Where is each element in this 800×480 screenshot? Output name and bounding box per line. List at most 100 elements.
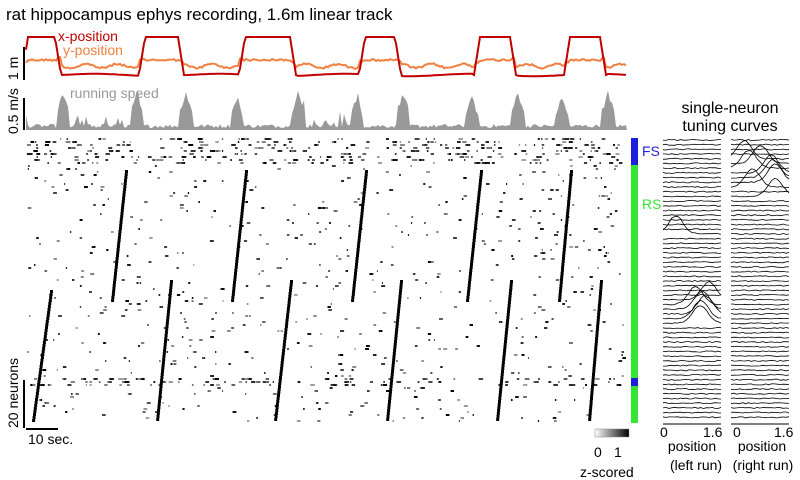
- raster-spike: [521, 336, 524, 338]
- tuning-curve-left: [662, 261, 722, 264]
- sequence-spike: [561, 266, 565, 269]
- raster-spike: [584, 144, 589, 146]
- tuning-curve-right: [731, 294, 790, 297]
- raster-spike: [215, 312, 217, 314]
- raster-spike: [184, 195, 188, 197]
- raster-spike: [433, 138, 435, 140]
- raster-spike: [521, 159, 527, 161]
- raster-spike: [67, 384, 72, 386]
- raster-spike: [399, 141, 401, 143]
- raster-spike: [224, 381, 226, 383]
- sequence-spike: [474, 221, 478, 224]
- speed-panel: running speed 0.5 m/s: [5, 85, 627, 134]
- raster-spike: [560, 150, 562, 152]
- sequence-spike: [284, 331, 288, 334]
- raster-spike: [209, 150, 215, 152]
- raster-spike: [254, 186, 257, 188]
- raster-spike: [347, 177, 351, 179]
- raster-spike: [245, 393, 247, 395]
- sequence-spike: [561, 260, 565, 263]
- sequence-spike: [361, 203, 365, 206]
- raster-spike: [453, 378, 456, 380]
- tuning-curve-right: [730, 350, 790, 353]
- raster-spike: [586, 414, 590, 416]
- sequence-spike: [400, 280, 403, 283]
- sequence-spike: [563, 236, 567, 239]
- tuning-curve-left: [662, 350, 722, 353]
- raster-spike: [31, 153, 33, 155]
- sequence-spike: [563, 239, 567, 242]
- tuning-curve-left: [662, 265, 722, 268]
- raster-spike: [433, 162, 435, 164]
- raster-spike: [563, 378, 568, 380]
- raster-spike: [256, 141, 260, 143]
- sequence-spike: [44, 329, 48, 332]
- raster-spike: [198, 201, 200, 203]
- raster-spike: [535, 237, 538, 239]
- sequence-spike: [399, 283, 403, 286]
- raster-spike: [322, 207, 325, 209]
- raster-spike: [28, 165, 30, 167]
- sequence-spike: [44, 332, 48, 335]
- raster-spike: [608, 381, 610, 383]
- raster-spike: [344, 381, 349, 383]
- raster-spike: [158, 294, 161, 296]
- raster-spike: [386, 390, 390, 392]
- raster-spike: [53, 192, 57, 194]
- sequence-spike: [560, 278, 563, 281]
- x-position-line: [25, 36, 627, 78]
- sequence-spike: [36, 386, 40, 389]
- raster-spike: [541, 138, 543, 140]
- tuning-curve-right: [730, 402, 790, 405]
- raster-spike: [491, 162, 495, 164]
- sequence-spike: [122, 191, 126, 194]
- raster-spike: [498, 240, 503, 242]
- raster-spike: [583, 162, 588, 164]
- sequence-spike: [282, 349, 286, 352]
- raster-spike: [128, 264, 131, 266]
- raster-spike: [286, 234, 290, 236]
- raster-spike: [221, 138, 224, 140]
- raster-spike: [27, 351, 29, 353]
- sequence-spike: [277, 394, 280, 397]
- raster-spike: [609, 162, 614, 164]
- raster-spike: [595, 150, 599, 152]
- raster-spike: [498, 210, 503, 212]
- sequence-spike: [386, 418, 390, 421]
- raster-spike: [606, 216, 610, 218]
- sequence-spike: [32, 419, 36, 422]
- raster-spike: [407, 297, 409, 299]
- sequence-spike: [478, 185, 482, 188]
- sequence-spike: [283, 337, 287, 340]
- raster-spike: [326, 378, 330, 380]
- raster-spike: [82, 162, 86, 164]
- raster-spike: [124, 381, 130, 383]
- raster-spike: [604, 195, 608, 197]
- tuning-curve-right: [731, 232, 790, 235]
- raster-spike: [210, 336, 214, 338]
- raster-spike: [329, 222, 331, 224]
- sequence-spike: [593, 352, 597, 355]
- raster-spike: [387, 213, 390, 215]
- raster-spike: [548, 198, 552, 200]
- tuning-curve-right: [731, 237, 790, 240]
- sequence-spike: [46, 317, 50, 320]
- raster-spike: [521, 417, 523, 419]
- raster-spike: [343, 159, 346, 161]
- raster-spike: [104, 384, 108, 386]
- raster-spike: [595, 168, 599, 170]
- sequence-spike: [33, 413, 36, 416]
- raster-spike: [301, 396, 303, 398]
- raster-spike: [180, 147, 183, 149]
- raster-spike: [159, 159, 164, 161]
- raster-spike: [181, 336, 184, 338]
- sequence-spike: [595, 337, 599, 340]
- raster-spike: [74, 156, 79, 158]
- raster-spike: [193, 156, 196, 158]
- raster-spike: [76, 144, 82, 146]
- sequence-spike: [281, 358, 285, 361]
- raster-spike: [136, 303, 141, 305]
- raster-spike: [77, 162, 80, 164]
- raster-spike: [152, 159, 155, 161]
- raster-spike: [162, 381, 166, 383]
